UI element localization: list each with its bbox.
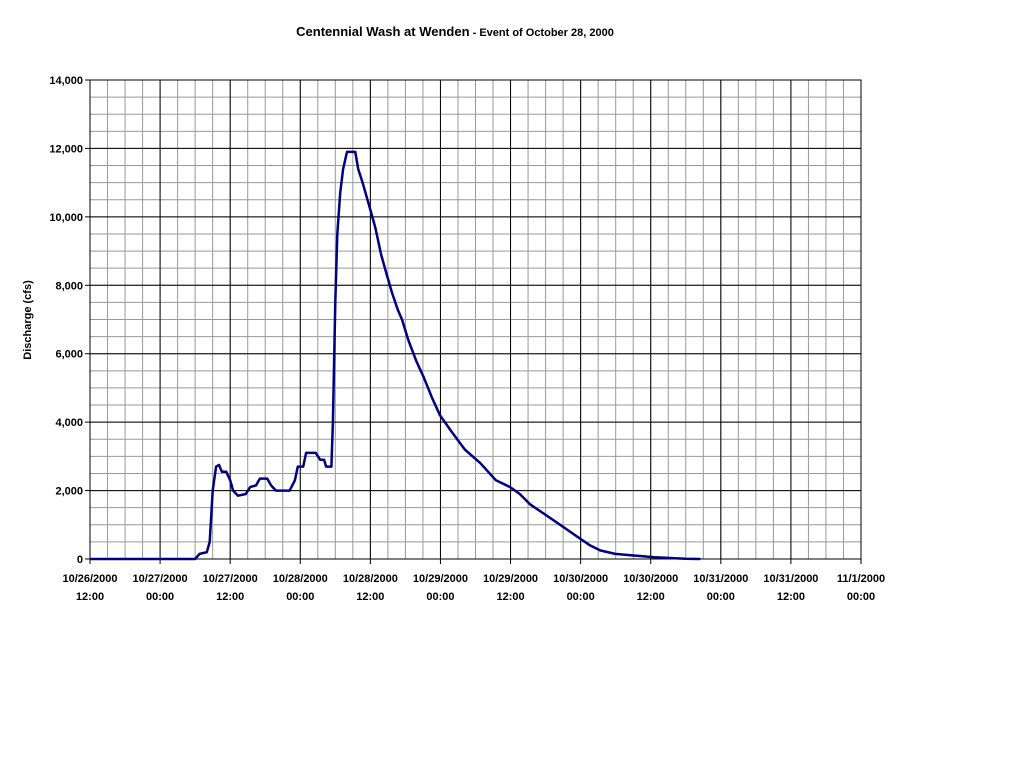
x-tick-label: 10/31/2000 xyxy=(763,573,818,585)
y-tick-label: 4,000 xyxy=(55,417,83,429)
y-tick-label: 6,000 xyxy=(55,349,83,361)
x-tick-label: 00:00 xyxy=(426,591,454,603)
x-tick-label: 10/29/2000 xyxy=(413,573,468,585)
x-tick-label: 10/28/2000 xyxy=(343,573,398,585)
x-tick-label: 12:00 xyxy=(216,591,244,603)
x-tick-label: 10/30/2000 xyxy=(553,573,608,585)
x-tick-label: 00:00 xyxy=(707,591,735,603)
x-tick-label: 12:00 xyxy=(356,591,384,603)
x-tick-label: 00:00 xyxy=(286,591,314,603)
x-tick-label: 11/1/2000 xyxy=(837,573,885,585)
x-tick-label: 12:00 xyxy=(496,591,524,603)
x-tick-label: 12:00 xyxy=(76,591,104,603)
y-tick-label: 14,000 xyxy=(49,75,83,87)
y-tick-label: 10,000 xyxy=(49,212,83,224)
y-tick-label: 12,000 xyxy=(49,143,83,155)
y-tick-label: 8,000 xyxy=(55,280,83,292)
x-tick-label: 00:00 xyxy=(567,591,595,603)
x-tick-label: 10/31/2000 xyxy=(693,573,748,585)
plot-frame xyxy=(89,79,862,560)
x-tick-label: 10/29/2000 xyxy=(483,573,538,585)
chart-title: Centennial Wash at Wenden xyxy=(296,24,469,39)
x-tick-label: 10/26/2000 xyxy=(62,573,117,585)
y-tick-label: 2,000 xyxy=(55,486,83,498)
x-tick-label: 12:00 xyxy=(777,591,805,603)
data-line xyxy=(90,150,701,561)
chart-title-group: Centennial Wash at Wenden - Event of Oct… xyxy=(296,24,614,39)
chart-subtitle: - Event of October 28, 2000 xyxy=(473,27,614,39)
x-tick-label: 10/28/2000 xyxy=(273,573,328,585)
x-tick-label: 10/30/2000 xyxy=(623,573,678,585)
y-tick-label: 0 xyxy=(77,554,83,566)
x-tick-label: 00:00 xyxy=(847,591,875,603)
x-tick-label: 10/27/2000 xyxy=(133,573,188,585)
x-tick-label: 12:00 xyxy=(637,591,665,603)
y-axis-label: Discharge (cfs) xyxy=(22,280,34,360)
x-tick-label: 10/27/2000 xyxy=(203,573,258,585)
x-tick-label: 00:00 xyxy=(146,591,174,603)
